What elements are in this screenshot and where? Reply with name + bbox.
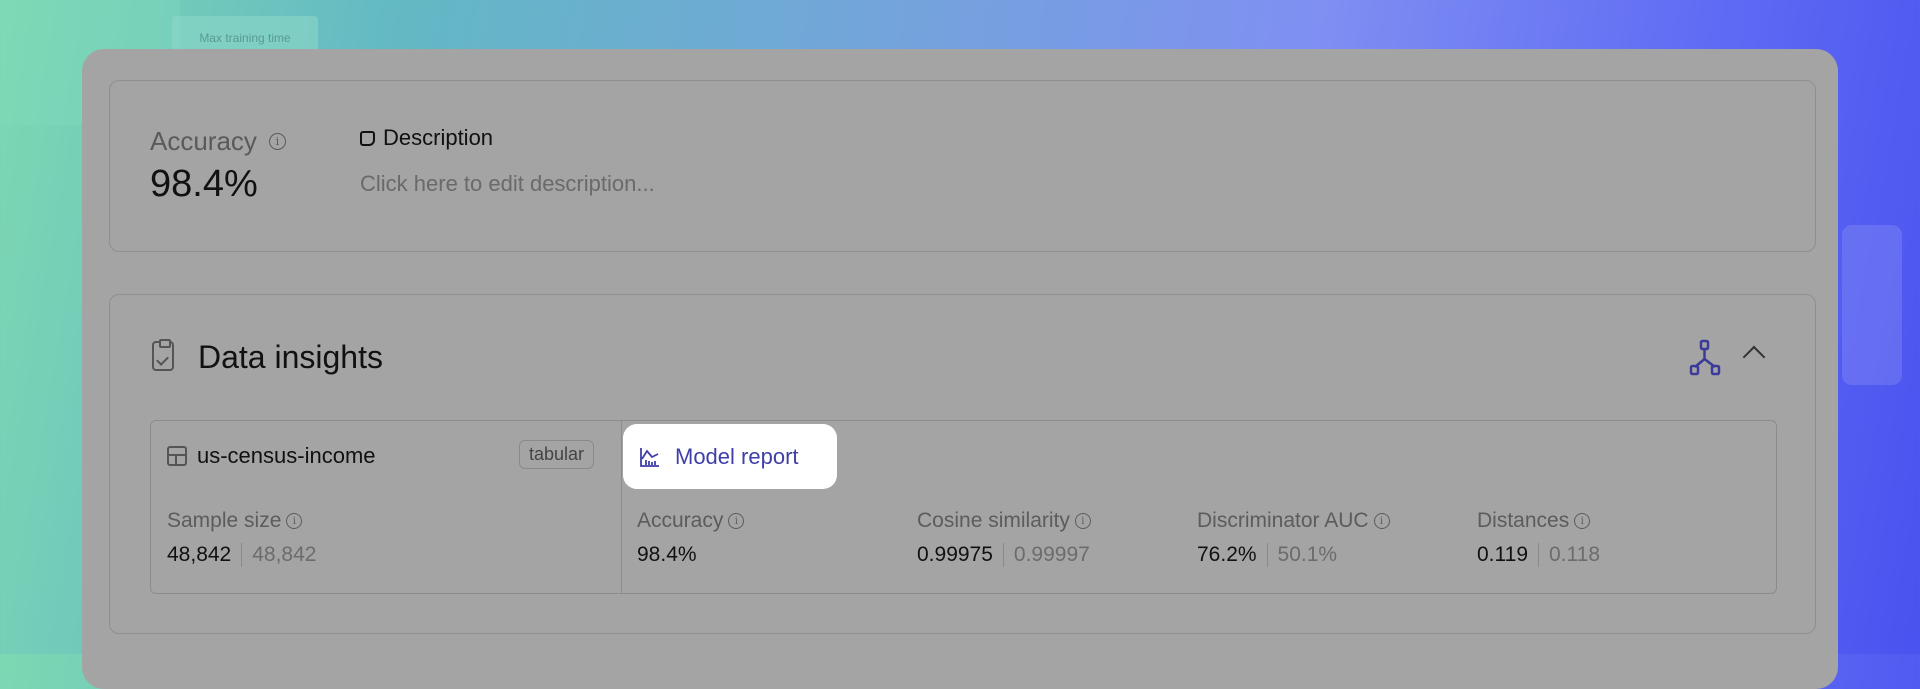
data-insights-panel: Data insights us-census-income tabular bbox=[109, 294, 1816, 634]
summary-panel: Accuracy i 98.4% Description Click here … bbox=[109, 80, 1816, 252]
note-icon bbox=[360, 130, 375, 146]
metric-primary: 0.119 bbox=[1477, 543, 1528, 566]
info-icon[interactable]: i bbox=[268, 133, 286, 150]
info-icon[interactable]: i bbox=[1574, 513, 1591, 529]
table-icon bbox=[167, 446, 187, 466]
info-icon[interactable]: i bbox=[1373, 513, 1390, 529]
metric-label: Distances bbox=[1477, 509, 1570, 532]
model-report-label: Model report bbox=[675, 443, 799, 469]
metric-distances: Distances i 0.119 0.118 bbox=[1477, 509, 1600, 567]
metric-primary: 48,842 bbox=[167, 543, 232, 566]
metric-label: Cosine similarity bbox=[917, 509, 1070, 532]
dataset-name: us-census-income bbox=[167, 443, 376, 469]
metric-secondary: 48,842 bbox=[241, 543, 316, 567]
collapse-chevron-icon[interactable] bbox=[1742, 345, 1766, 369]
metric-secondary: 0.99997 bbox=[1002, 543, 1090, 567]
column-divider bbox=[621, 421, 622, 593]
metric-label: Sample size bbox=[167, 509, 282, 532]
description-input[interactable]: Click here to edit description... bbox=[360, 171, 655, 196]
metric-secondary: 0.118 bbox=[1538, 543, 1600, 567]
description-title-text: Description bbox=[383, 125, 494, 150]
metric-label: Discriminator AUC bbox=[1197, 509, 1369, 532]
model-report-button[interactable]: Model report bbox=[623, 424, 837, 489]
chart-icon bbox=[640, 447, 659, 467]
clipboard-check-icon bbox=[152, 339, 174, 371]
dataset-name-text: us-census-income bbox=[197, 443, 376, 468]
accuracy-label: Accuracy i bbox=[150, 126, 286, 157]
background-chip: Max training time bbox=[172, 16, 318, 52]
metric-accuracy: Accuracy i 98.4% bbox=[637, 509, 745, 567]
metric-label: Accuracy bbox=[637, 509, 724, 532]
accuracy-label-text: Accuracy bbox=[150, 126, 257, 156]
metric-primary: 98.4% bbox=[637, 543, 697, 566]
metric-discriminator-auc: Discriminator AUC i 76.2% 50.1% bbox=[1197, 509, 1390, 567]
description-title: Description bbox=[360, 125, 493, 151]
info-icon[interactable]: i bbox=[1074, 513, 1091, 529]
accuracy-value: 98.4% bbox=[150, 163, 258, 205]
info-icon[interactable]: i bbox=[728, 513, 745, 529]
metric-sample-size: Sample size i 48,842 48,842 bbox=[167, 509, 316, 567]
info-icon[interactable]: i bbox=[286, 513, 303, 529]
insights-table: us-census-income tabular Model report Sa… bbox=[150, 420, 1777, 594]
background-ghost-panel bbox=[1842, 225, 1902, 385]
metric-cosine-similarity: Cosine similarity i 0.99975 0.99997 bbox=[917, 509, 1091, 567]
model-detail-card: Accuracy i 98.4% Description Click here … bbox=[82, 49, 1838, 689]
dataset-type-badge: tabular bbox=[519, 440, 595, 469]
metric-primary: 76.2% bbox=[1197, 543, 1257, 566]
metric-secondary: 50.1% bbox=[1266, 543, 1337, 567]
data-insights-title: Data insights bbox=[198, 339, 383, 375]
metric-primary: 0.99975 bbox=[917, 543, 993, 566]
lineage-icon[interactable] bbox=[1688, 339, 1722, 377]
